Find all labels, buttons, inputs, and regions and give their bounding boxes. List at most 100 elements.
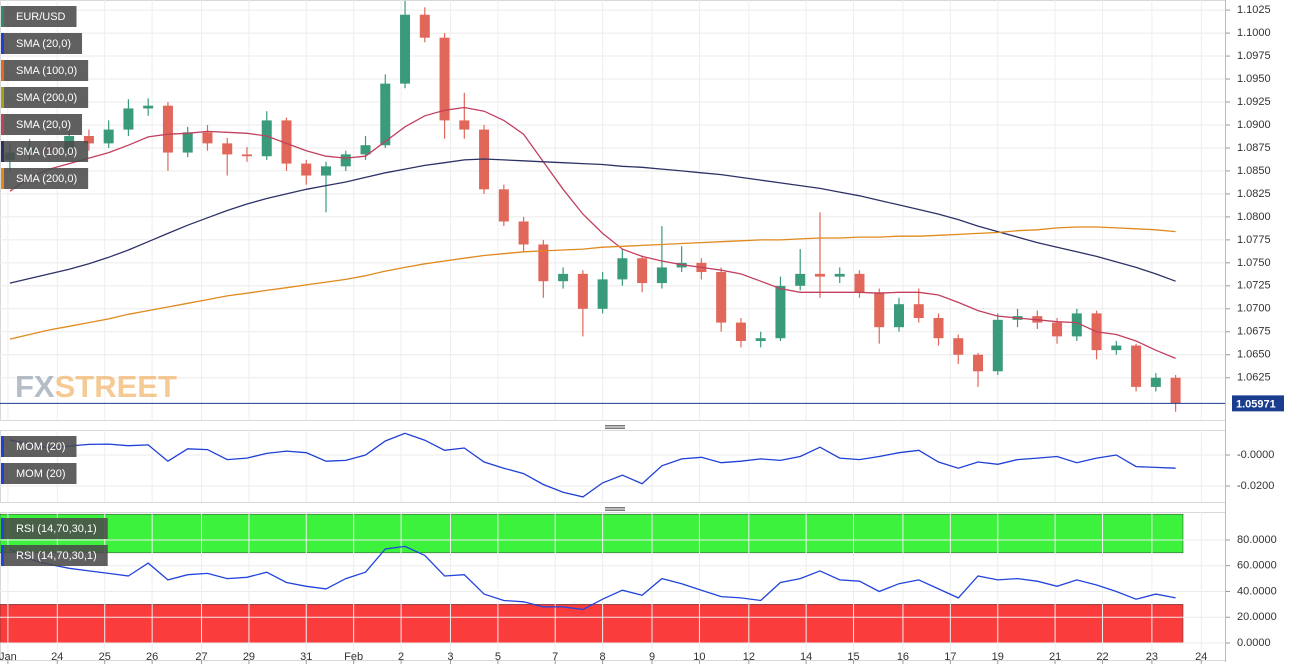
legend-label: MOM (20) (16, 468, 66, 480)
x-tick-label: 5 (495, 651, 501, 663)
x-tick-label: 24 (51, 651, 63, 663)
x-tick-label: Feb (344, 651, 363, 663)
legend-label: MOM (20) (16, 441, 66, 453)
series-line (9, 545, 1176, 611)
x-tick-label: 2 (398, 651, 404, 663)
candle-body (261, 120, 272, 157)
legend-box (1, 168, 89, 189)
y-tick-label: 1.0725 (1237, 280, 1271, 292)
candle-body (1131, 345, 1142, 387)
y-tick-label: 1.0825 (1237, 188, 1271, 200)
x-tick-label: 8 (600, 651, 606, 663)
legend-item: MOM (20) (1, 463, 77, 484)
x-tick-label: 9 (649, 651, 655, 663)
y-tick-label: 1.0800 (1237, 211, 1271, 223)
candle-body (775, 285, 786, 339)
legend-label: RSI (14,70,30,1) (16, 523, 97, 535)
y-tick-label: 1.0650 (1237, 349, 1271, 361)
candle-body (241, 154, 252, 157)
legend-swatch (1, 545, 4, 566)
x-tick-label: 27 (195, 651, 207, 663)
legend-box (1, 114, 83, 135)
y-tick-label: 0.0000 (1237, 637, 1271, 649)
legend-swatch (1, 33, 4, 54)
series-line (9, 106, 1176, 360)
candle-body (1071, 313, 1082, 337)
y-tick-label: 1.0925 (1237, 96, 1271, 108)
candle-body (637, 258, 648, 284)
legend-swatch (1, 436, 4, 457)
x-tick-label: 26 (146, 651, 158, 663)
candle-body (162, 105, 173, 153)
x-tick-label: Jan (0, 651, 17, 663)
series-line (9, 432, 1176, 498)
legend-box (1, 6, 77, 27)
legend-label: SMA (100,0) (16, 65, 77, 77)
last-price-box (1232, 395, 1284, 412)
legend-item: SMA (100,0) (1, 60, 89, 81)
y-tick-label: 40.0000 (1237, 585, 1277, 597)
y-tick-label: 1.0950 (1237, 73, 1271, 85)
legend-swatch (1, 87, 4, 108)
band (0, 604, 1184, 644)
candle-body (854, 273, 865, 293)
candle-body (893, 304, 904, 328)
legend-box (1, 33, 83, 54)
candle-body (321, 166, 332, 176)
y-tick-label: 1.0750 (1237, 257, 1271, 269)
candle-body (953, 338, 964, 355)
watermark: FXSTREET (15, 369, 177, 404)
legend-item: RSI (14,70,30,1) (1, 545, 108, 566)
x-tick-label: 23 (1146, 651, 1158, 663)
candle-body (735, 322, 746, 341)
candle-body (577, 273, 588, 309)
candle-body (143, 105, 154, 109)
candle-body (83, 136, 94, 144)
y-tick-label: 1.0675 (1237, 326, 1271, 338)
legend-swatch (1, 114, 4, 135)
candle-body (202, 132, 213, 144)
candle-body (992, 319, 1003, 372)
candle-body (834, 273, 845, 277)
y-tick-label: 1.0775 (1237, 234, 1271, 246)
x-tick-label: 31 (300, 651, 312, 663)
legend-box (1, 87, 89, 108)
candle-body (400, 14, 411, 84)
y-tick-label: 1.0975 (1237, 50, 1271, 62)
legend-label: SMA (200,0) (16, 173, 77, 185)
candle-body (459, 120, 470, 130)
y-tick-label: 1.1000 (1237, 27, 1271, 39)
legend-item: SMA (200,0) (1, 168, 89, 189)
legend-label: SMA (20,0) (16, 119, 71, 131)
x-tick-label: 24 (1195, 651, 1207, 663)
y-tick-label: 20.0000 (1237, 611, 1277, 623)
legend-box (1, 545, 108, 566)
legend-box (1, 141, 89, 162)
x-tick-label: 3 (447, 651, 453, 663)
legend-box (1, 518, 108, 539)
x-tick-label: 19 (992, 651, 1004, 663)
legend-item: SMA (200,0) (1, 87, 89, 108)
series-line (9, 158, 1176, 284)
candle-body (123, 108, 134, 130)
legend-swatch (1, 60, 4, 81)
candle-body (301, 163, 312, 176)
candle-body (419, 14, 430, 38)
candle-body (538, 244, 549, 282)
candle-body (755, 338, 766, 341)
x-tick-label: 16 (897, 651, 909, 663)
y-tick-label: 1.0900 (1237, 119, 1271, 131)
legend-label: SMA (100,0) (16, 146, 77, 158)
legend-swatch (1, 6, 4, 27)
candle-body (933, 317, 944, 339)
legend-item: SMA (100,0) (1, 141, 89, 162)
x-tick-label: 29 (243, 651, 255, 663)
y-tick-label: 1.0625 (1237, 372, 1271, 384)
candle-body (814, 273, 825, 277)
legend-item: EUR/USD (1, 6, 77, 27)
legend-swatch (1, 518, 4, 539)
candle-body (597, 279, 608, 309)
y-tick-label: 1.0875 (1237, 142, 1271, 154)
legend-label: SMA (20,0) (16, 38, 71, 50)
